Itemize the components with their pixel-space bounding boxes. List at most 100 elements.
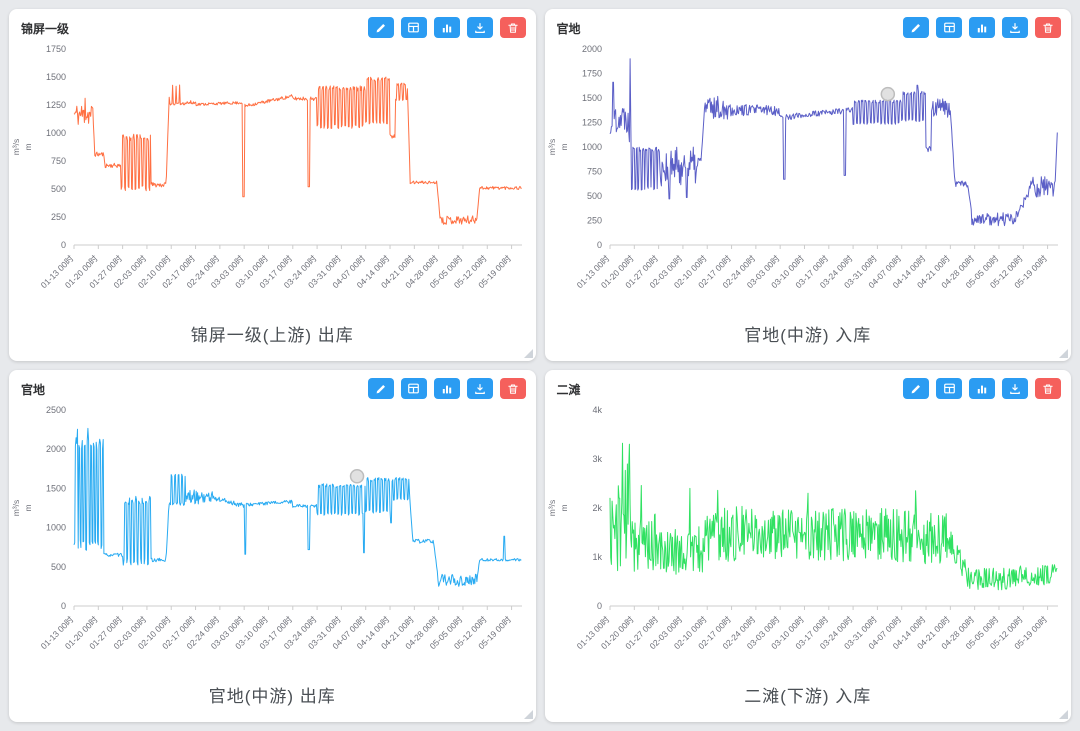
svg-text:0: 0 <box>597 240 602 250</box>
table-button[interactable] <box>936 17 962 38</box>
edit-button[interactable] <box>367 378 394 399</box>
resize-handle[interactable] <box>1059 349 1068 358</box>
svg-text:750: 750 <box>51 156 66 166</box>
trash-icon <box>507 383 519 395</box>
svg-text:0: 0 <box>597 601 602 611</box>
chart-caption: 锦屏一级(上游) 出库 <box>190 325 354 345</box>
resize-handle[interactable] <box>523 710 533 719</box>
svg-text:1500: 1500 <box>46 483 66 493</box>
svg-text:0: 0 <box>61 240 66 250</box>
panel-header: 官地 <box>545 9 1072 38</box>
chart-type-button[interactable] <box>433 378 460 399</box>
svg-text:m: m <box>23 504 33 511</box>
caption-wrap: 二滩(下游) 入库 <box>545 666 1072 722</box>
bar-chart-icon <box>976 383 988 395</box>
chart-caption: 官地(中游) 出库 <box>208 686 336 706</box>
svg-text:m³/s: m³/s <box>11 139 21 156</box>
series-line <box>73 427 522 587</box>
caption-wrap: 官地(中游) 入库 <box>545 305 1072 361</box>
svg-text:m: m <box>559 504 569 511</box>
svg-text:2000: 2000 <box>582 44 602 54</box>
table-icon <box>943 21 956 34</box>
svg-text:1750: 1750 <box>46 44 66 54</box>
table-button[interactable] <box>936 378 962 399</box>
svg-text:1250: 1250 <box>582 118 602 128</box>
caption-wrap: 官地(中游) 出库 <box>9 666 536 722</box>
svg-text:1000: 1000 <box>582 142 602 152</box>
svg-text:500: 500 <box>51 562 66 572</box>
download-button[interactable] <box>1002 17 1028 38</box>
svg-text:250: 250 <box>51 212 66 222</box>
resize-handle[interactable] <box>523 349 533 358</box>
svg-text:250: 250 <box>587 216 602 226</box>
panel-guandi-inflow: 官地 0 250 500 750 1000 1250 1500 1750 2000 01-13 0… <box>544 9 1072 361</box>
panel-toolbar <box>367 378 526 399</box>
delete-button[interactable] <box>499 378 526 399</box>
panel-toolbar <box>367 17 526 38</box>
svg-text:3k: 3k <box>592 454 602 464</box>
table-icon <box>407 21 420 34</box>
svg-text:m³/s: m³/s <box>11 500 21 517</box>
delete-button[interactable] <box>1035 378 1061 399</box>
download-icon <box>1009 22 1021 34</box>
download-icon <box>1009 383 1021 395</box>
table-button[interactable] <box>400 17 427 38</box>
edit-button[interactable] <box>903 17 929 38</box>
svg-text:m: m <box>559 143 569 150</box>
svg-text:500: 500 <box>51 184 66 194</box>
resize-handle[interactable] <box>1059 710 1068 719</box>
panel-ertan-inflow: 二滩 0 1k 2k 3k 4k 01-13 00时 01-20 00时 01-27 00时 0… <box>544 370 1072 722</box>
panel-title: 锦屏一级 <box>21 22 70 36</box>
table-button[interactable] <box>400 378 427 399</box>
edit-button[interactable] <box>903 378 929 399</box>
download-icon <box>474 383 486 395</box>
pencil-icon <box>910 383 922 395</box>
chart-type-button[interactable] <box>969 378 995 399</box>
table-icon <box>943 382 956 395</box>
download-icon <box>474 22 486 34</box>
download-button[interactable] <box>1002 378 1028 399</box>
series-line <box>609 58 1058 227</box>
pencil-icon <box>375 383 387 395</box>
svg-text:4k: 4k <box>592 405 602 415</box>
svg-text:1k: 1k <box>592 552 602 562</box>
chart-caption: 二滩(下游) 入库 <box>744 686 872 706</box>
trash-icon <box>1042 383 1054 395</box>
download-button[interactable] <box>466 17 493 38</box>
svg-text:500: 500 <box>587 191 602 201</box>
svg-text:1250: 1250 <box>46 100 66 110</box>
chart-type-button[interactable] <box>969 17 995 38</box>
panel-toolbar <box>903 17 1061 38</box>
download-button[interactable] <box>466 378 493 399</box>
chart-caption: 官地(中游) 入库 <box>744 325 872 345</box>
panel-title: 官地 <box>556 22 581 36</box>
panel-title: 二滩 <box>556 383 581 397</box>
trash-icon <box>507 22 519 34</box>
svg-text:1000: 1000 <box>46 128 66 138</box>
bar-chart-icon <box>441 22 453 34</box>
pencil-icon <box>910 22 922 34</box>
delete-button[interactable] <box>1035 17 1061 38</box>
series-line <box>609 442 1058 591</box>
pencil-icon <box>375 22 387 34</box>
svg-text:2000: 2000 <box>46 444 66 454</box>
svg-text:2k: 2k <box>592 503 602 513</box>
chart-type-button[interactable] <box>433 17 460 38</box>
hover-point-marker <box>880 86 895 102</box>
svg-text:1750: 1750 <box>582 69 602 79</box>
hover-point-marker <box>350 468 365 484</box>
svg-text:m³/s: m³/s <box>547 500 557 517</box>
bar-chart-icon <box>441 383 453 395</box>
edit-button[interactable] <box>367 17 394 38</box>
panel-title: 官地 <box>21 383 46 397</box>
svg-text:0: 0 <box>61 601 66 611</box>
delete-button[interactable] <box>499 17 526 38</box>
series-line <box>74 76 523 225</box>
caption-wrap: 锦屏一级(上游) 出库 <box>9 305 536 361</box>
bar-chart-icon <box>976 22 988 34</box>
